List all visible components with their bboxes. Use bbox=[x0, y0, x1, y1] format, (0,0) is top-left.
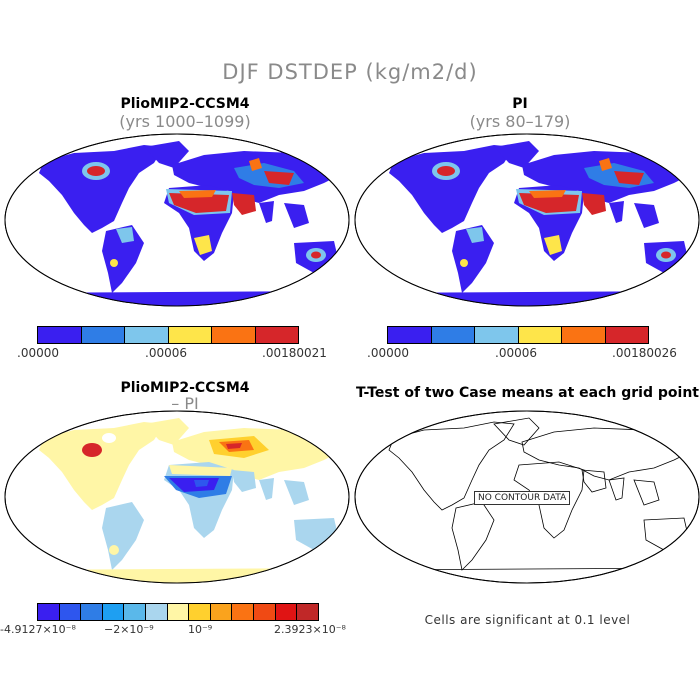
panel-1-subtitle: (yrs 1000–1099) bbox=[119, 112, 251, 131]
cb3-swatch-11 bbox=[254, 604, 276, 620]
cb2-swatch-2 bbox=[431, 327, 475, 343]
cb3-label-min: -4.9127×10⁻⁸ bbox=[0, 623, 76, 636]
panel-2-subtitle: (yrs 80–179) bbox=[469, 112, 571, 131]
panel-2-title: PI bbox=[512, 96, 528, 112]
significance-note: Cells are significant at 0.1 level bbox=[424, 613, 631, 627]
colorbar-pliomip2 bbox=[37, 326, 299, 344]
cb2-swatch-6 bbox=[605, 327, 648, 343]
cb3-swatch-12 bbox=[275, 604, 298, 620]
cb2-swatch-5 bbox=[562, 327, 606, 343]
cb3-swatch-13 bbox=[297, 604, 318, 620]
cb1-label-min: .00000 bbox=[17, 346, 59, 360]
cb3-swatch-3 bbox=[81, 604, 103, 620]
cb3-label-pos: 10⁻⁹ bbox=[188, 623, 213, 636]
cb1-label-mid: .00006 bbox=[145, 346, 187, 360]
colorbar-difference bbox=[37, 603, 319, 621]
main-title: DJF DSTDEP (kg/m2/d) bbox=[222, 60, 478, 84]
no-contour-label: NO CONTOUR DATA bbox=[474, 491, 571, 505]
cb2-swatch-3 bbox=[475, 327, 519, 343]
cb3-swatch-10 bbox=[232, 604, 255, 620]
cb1-swatch-4 bbox=[168, 327, 212, 343]
cb1-swatch-1 bbox=[38, 327, 82, 343]
cb1-label-max: .00180021 bbox=[262, 346, 327, 360]
cb3-swatch-1 bbox=[38, 604, 60, 620]
cb3-swatch-2 bbox=[59, 604, 82, 620]
cb3-swatch-4 bbox=[102, 604, 125, 620]
cb3-label-neg: −2×10⁻⁹ bbox=[104, 623, 154, 636]
map-difference bbox=[4, 410, 350, 584]
cb2-label-min: .00000 bbox=[367, 346, 409, 360]
cb2-swatch-4 bbox=[518, 327, 562, 343]
cb1-swatch-3 bbox=[125, 327, 169, 343]
colorbar-pi bbox=[387, 326, 649, 344]
cb1-swatch-2 bbox=[81, 327, 125, 343]
cb1-swatch-6 bbox=[255, 327, 298, 343]
cb2-swatch-1 bbox=[388, 327, 432, 343]
panel-3-title: PlioMIP2-CCSM4 bbox=[120, 380, 250, 396]
cb3-swatch-7 bbox=[167, 604, 190, 620]
cb3-swatch-8 bbox=[189, 604, 211, 620]
map-pi bbox=[354, 133, 700, 307]
map-pliomip2 bbox=[4, 133, 350, 307]
cb2-label-max: .00180026 bbox=[612, 346, 677, 360]
panel-1-title: PlioMIP2-CCSM4 bbox=[120, 96, 250, 112]
panel-3-subtitle: – PI bbox=[171, 394, 199, 413]
cb3-label-max: 2.3923×10⁻⁸ bbox=[274, 623, 346, 636]
cb3-swatch-9 bbox=[210, 604, 233, 620]
cb1-swatch-5 bbox=[212, 327, 256, 343]
cb3-swatch-6 bbox=[146, 604, 168, 620]
cb3-swatch-5 bbox=[124, 604, 147, 620]
panel-4-title: T-Test of two Case means at each grid po… bbox=[356, 385, 699, 401]
cb2-label-mid: .00006 bbox=[495, 346, 537, 360]
